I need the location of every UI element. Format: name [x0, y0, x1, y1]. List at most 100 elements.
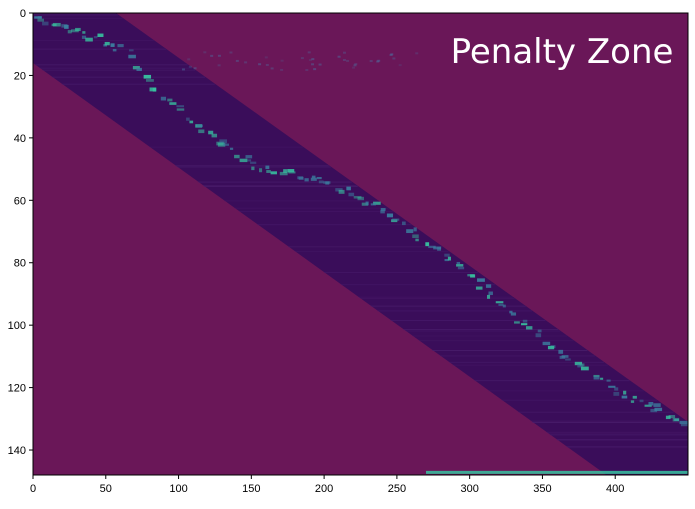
y-tick-label: 120 [8, 383, 26, 395]
y-tick-label: 60 [14, 195, 26, 207]
band-streak [33, 13, 117, 15]
alignment-cell [335, 188, 343, 192]
alignment-cell [386, 213, 394, 218]
alignment-cell [653, 403, 661, 407]
alignment-cell [485, 284, 492, 288]
alignment-cell [456, 264, 464, 267]
faint-cell [305, 69, 309, 72]
y-tick-label: 140 [8, 445, 26, 457]
faint-cell [337, 55, 341, 58]
alignment-cell [318, 180, 324, 184]
alignment-cell [217, 142, 226, 147]
band-streak [390, 319, 546, 321]
y-tick-label: 80 [14, 258, 26, 270]
band-streak [371, 306, 526, 308]
alignment-cell [112, 48, 117, 52]
alignment-cell [577, 364, 584, 368]
alignment-cell [104, 41, 110, 46]
band-streak [412, 335, 568, 337]
faint-cell [188, 65, 192, 68]
x-axis: 0 50 100 150 200 250 300 350 400 [30, 475, 624, 495]
y-axis: 0 20 40 60 80 100 120 140 [8, 8, 33, 457]
faint-cell [308, 59, 312, 62]
band-streak [532, 421, 688, 423]
faint-cell [346, 59, 350, 62]
alignment-cell [665, 415, 671, 420]
alignment-cell [600, 377, 604, 380]
alignment-cell [353, 195, 362, 199]
faint-cell [389, 54, 393, 57]
alignment-cell [265, 165, 270, 170]
faint-cell [377, 59, 381, 62]
faint-cell [307, 51, 311, 54]
faint-cell [258, 63, 262, 66]
faint-cell [353, 64, 357, 67]
band-streak [403, 328, 558, 330]
alignment-cell [152, 87, 157, 92]
band-streak [34, 64, 188, 66]
alignment-cell [270, 171, 277, 175]
alignment-cell [304, 178, 309, 182]
faint-cell [270, 67, 274, 70]
alignment-cell [373, 201, 381, 205]
alignment-cell [415, 238, 419, 242]
alignment-cell [196, 124, 203, 128]
faint-cell [187, 58, 191, 61]
alignment-cell [428, 245, 436, 249]
alignment-cell [380, 208, 386, 211]
alignment-cell [648, 401, 654, 406]
alignment-cell [67, 30, 72, 34]
faint-cell [342, 59, 346, 62]
alignment-cell [167, 98, 173, 102]
alignment-cell [488, 291, 493, 296]
band-streak [405, 330, 561, 332]
band-streak [360, 297, 515, 299]
band-streak [567, 447, 688, 449]
alignment-cell [535, 333, 542, 338]
faint-cell [229, 51, 233, 54]
heatmap-cells [33, 13, 688, 475]
band-streak [501, 399, 658, 401]
alignment-cell [668, 415, 676, 419]
band-streak [323, 272, 479, 274]
band-streak [62, 83, 216, 85]
band-streak [518, 411, 674, 413]
alignment-cell [632, 395, 637, 399]
alignment-cell [558, 349, 564, 354]
alignment-cell [521, 323, 528, 326]
alignment-cell [514, 321, 520, 324]
band-streak [33, 48, 166, 50]
alignment-cell [189, 120, 194, 124]
alignment-cell [239, 158, 248, 163]
alignment-cell [283, 169, 287, 173]
band-streak [197, 181, 352, 183]
alignment-cell [444, 253, 450, 257]
alignment-cell [266, 170, 271, 173]
alignment-cell [198, 129, 205, 134]
alignment-cell [169, 102, 177, 105]
faint-cell [398, 64, 402, 67]
band-streak [238, 210, 393, 212]
alignment-cell [522, 319, 528, 323]
allowed-band [33, 13, 688, 475]
alignment-cell [495, 301, 504, 304]
alignment-cell [288, 171, 296, 174]
alignment-cell [85, 37, 93, 42]
alignment-cell [509, 310, 513, 314]
alignment-cell [623, 390, 627, 395]
alignment-cell [64, 24, 69, 29]
band-streak [61, 83, 215, 85]
alignment-cell [401, 221, 406, 226]
band-streak [474, 380, 630, 382]
alignment-cell [129, 49, 134, 52]
alignment-cell [444, 258, 449, 262]
band-streak [33, 17, 123, 19]
alignment-cell [606, 379, 611, 382]
faint-cell [415, 52, 419, 55]
alignment-cell [211, 133, 218, 138]
band-streak [149, 146, 303, 148]
alignment-cell [654, 407, 663, 412]
alignment-cell [542, 341, 551, 346]
faint-cell [376, 60, 380, 63]
